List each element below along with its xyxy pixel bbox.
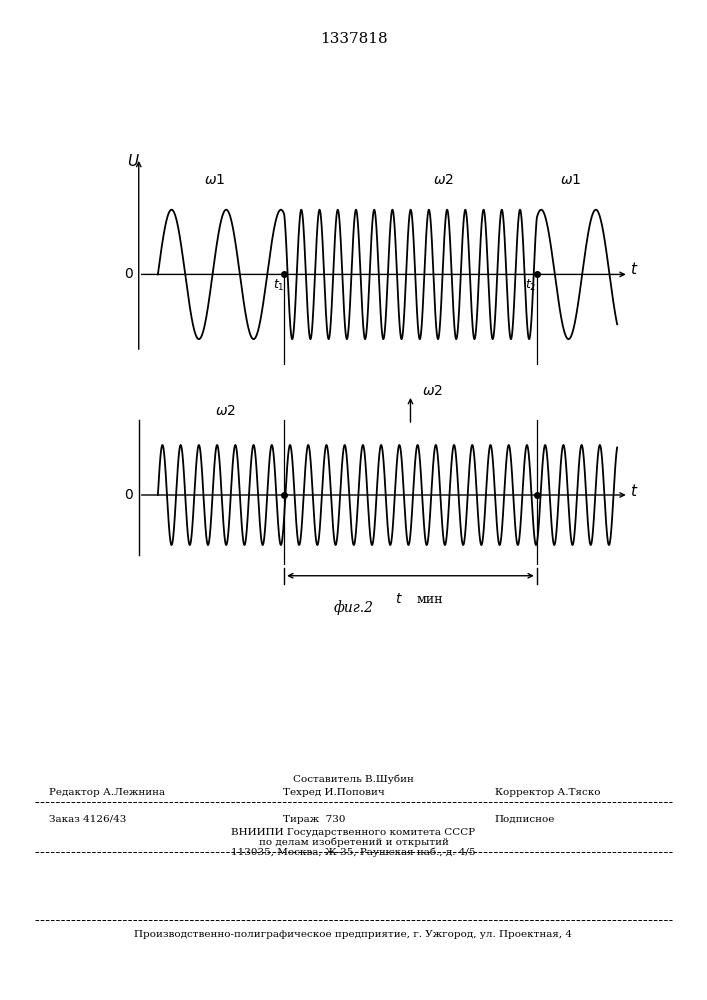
Text: $\omega 1$: $\omega 1$ [560,173,581,187]
Text: ВНИИПИ Государственного комитета СССР: ВНИИПИ Государственного комитета СССР [231,828,476,837]
Text: Производственно-полиграфическое предприятие, г. Ужгород, ул. Проектная, 4: Производственно-полиграфическое предприя… [134,930,573,939]
Text: $t$: $t$ [630,261,638,277]
Text: $\omega 1$: $\omega 1$ [204,173,225,187]
Text: 113035, Москва, Ж-35, Раушская наб., д. 4/5: 113035, Москва, Ж-35, Раушская наб., д. … [231,848,476,857]
Text: $t_2$: $t_2$ [525,278,537,293]
Text: $U$: $U$ [127,153,139,169]
Text: $t$: $t$ [395,592,403,606]
Text: $0$: $0$ [124,267,134,281]
Text: Техред И.Попович: Техред И.Попович [283,788,385,797]
Text: $\omega 2$: $\omega 2$ [216,404,236,418]
Text: Составитель В.Шубин: Составитель В.Шубин [293,774,414,784]
Text: фиг.2: фиг.2 [334,600,373,615]
Text: мин: мин [416,593,443,606]
Text: $\omega 2$: $\omega 2$ [433,173,455,187]
Text: $t$: $t$ [630,483,638,499]
Text: 1337818: 1337818 [320,32,387,46]
Text: Подписное: Подписное [495,815,555,824]
Text: $t_1$: $t_1$ [273,278,284,293]
Text: по делам изобретений и открытий: по делам изобретений и открытий [259,838,448,847]
Text: Редактор А.Лежнина: Редактор А.Лежнина [49,788,165,797]
Text: Корректор А.Тяско: Корректор А.Тяско [495,788,600,797]
Text: $\omega 2$: $\omega 2$ [422,384,443,398]
Text: Тираж  730: Тираж 730 [283,815,345,824]
Text: $0$: $0$ [124,488,134,502]
Text: Заказ 4126/43: Заказ 4126/43 [49,815,127,824]
